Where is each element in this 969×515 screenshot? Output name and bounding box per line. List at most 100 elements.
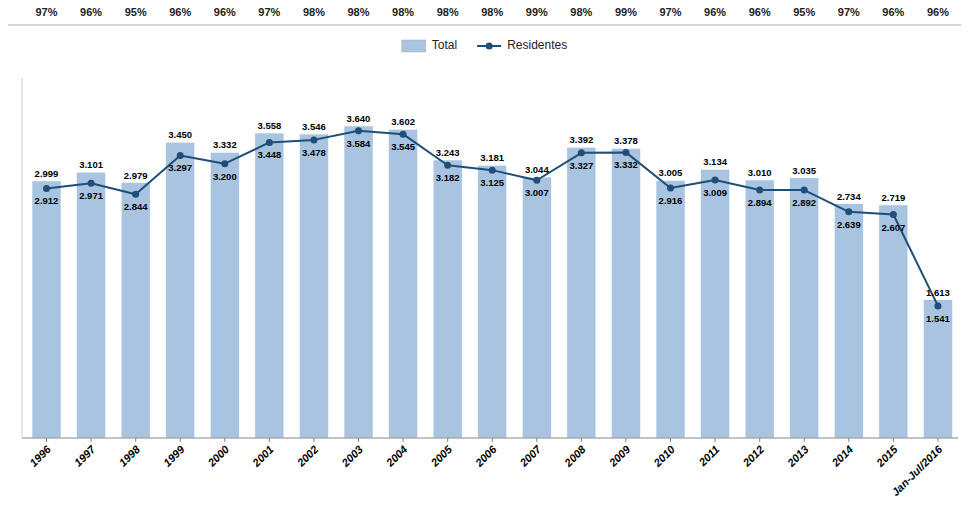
marker xyxy=(934,302,941,309)
marker xyxy=(266,139,273,146)
bar xyxy=(255,133,284,438)
x-tick xyxy=(313,438,314,442)
x-tick-label: 1997 xyxy=(72,442,98,468)
x-axis: 1996199719981999200020012002200320042005… xyxy=(27,438,945,498)
x-tick xyxy=(625,438,626,442)
bar xyxy=(923,300,952,438)
data-label: 3.200 xyxy=(213,171,237,182)
marker xyxy=(355,127,362,134)
x-tick-label: 2015 xyxy=(873,442,900,469)
data-label: 3.332 xyxy=(614,159,638,170)
data-label: 2.639 xyxy=(837,219,861,230)
annotation: 95% xyxy=(793,6,815,18)
data-label: 3.558 xyxy=(257,120,281,131)
data-label: 3.044 xyxy=(525,164,549,175)
x-tick-label: 2010 xyxy=(650,442,677,469)
annotation: 97% xyxy=(838,6,860,18)
annotation: 99% xyxy=(526,6,548,18)
x-tick-label: 2008 xyxy=(561,442,588,469)
x-tick xyxy=(91,438,92,442)
data-label: 3.005 xyxy=(659,167,683,178)
data-label: 3.035 xyxy=(792,165,816,176)
x-tick-label: 2001 xyxy=(249,443,276,470)
x-tick xyxy=(224,438,225,442)
bar xyxy=(32,181,61,438)
data-label: 3.297 xyxy=(168,162,192,173)
data-label: 3.602 xyxy=(391,116,415,127)
annotation: 97% xyxy=(35,6,57,18)
y-axis-line xyxy=(22,78,23,438)
x-tick-label: 2002 xyxy=(294,443,321,470)
data-label: 2.916 xyxy=(659,195,683,206)
legend-label: Total xyxy=(432,38,457,52)
data-label: 3.134 xyxy=(703,156,727,167)
x-tick xyxy=(670,438,671,442)
x-tick xyxy=(848,438,849,442)
data-label: 1.613 xyxy=(926,287,950,298)
bar xyxy=(567,147,596,438)
annotations: 97%96%95%96%96%97%98%98%98%98%98%99%98%9… xyxy=(35,6,949,18)
data-label: 3.378 xyxy=(614,135,638,146)
data-label: 3.584 xyxy=(347,138,371,149)
annotation: 97% xyxy=(659,6,681,18)
data-label: 2.719 xyxy=(881,192,905,203)
marker xyxy=(43,185,50,192)
bar xyxy=(433,160,462,438)
annotation: 98% xyxy=(392,6,414,18)
data-label: 2.734 xyxy=(837,191,861,202)
data-label: 3.478 xyxy=(302,147,326,158)
marker xyxy=(88,180,95,187)
x-tick-label: 2009 xyxy=(606,442,633,469)
marker xyxy=(578,149,585,156)
annotation: 96% xyxy=(704,6,726,18)
x-tick-label: Jan-Jul/2016 xyxy=(889,442,945,498)
data-label: 3.332 xyxy=(213,139,237,150)
x-tick xyxy=(759,438,760,442)
bar xyxy=(344,126,373,438)
data-label: 2.894 xyxy=(748,197,772,208)
x-tick-label: 1996 xyxy=(27,442,53,468)
bar xyxy=(77,172,106,438)
data-label: 3.392 xyxy=(569,134,593,145)
data-label: 3.181 xyxy=(480,152,504,163)
annotation: 96% xyxy=(80,6,102,18)
bar xyxy=(834,204,863,438)
marker xyxy=(890,211,897,218)
marker xyxy=(132,191,139,198)
annotation: 96% xyxy=(169,6,191,18)
separator xyxy=(8,25,961,26)
bar xyxy=(522,177,551,438)
x-tick-label: 2000 xyxy=(205,442,232,469)
marker xyxy=(622,149,629,156)
data-label: 1.541 xyxy=(926,313,950,324)
data-labels: 2.9993.1012.9793.4503.3323.5583.5463.640… xyxy=(35,113,951,324)
x-tick xyxy=(937,438,938,442)
annotation: 98% xyxy=(347,6,369,18)
x-tick xyxy=(46,438,47,442)
data-label: 2.607 xyxy=(881,222,905,233)
marker xyxy=(667,185,674,192)
data-label: 2.971 xyxy=(79,190,103,201)
data-label: 3.448 xyxy=(257,149,281,160)
bar xyxy=(389,129,418,438)
legend-item: Residentes xyxy=(477,38,567,52)
background xyxy=(0,0,969,515)
marker xyxy=(801,187,808,194)
data-label: 2.844 xyxy=(124,201,148,212)
x-axis-line xyxy=(22,438,958,439)
x-tick-label: 2014 xyxy=(829,443,856,470)
data-label: 3.101 xyxy=(79,159,103,170)
data-label: 3.450 xyxy=(168,129,192,140)
marker xyxy=(310,136,317,143)
x-tick xyxy=(804,438,805,442)
legend-item: Total xyxy=(402,38,457,52)
marker xyxy=(400,131,407,138)
x-tick-label: 2011 xyxy=(696,443,722,469)
annotation: 96% xyxy=(927,6,949,18)
data-label: 3.327 xyxy=(569,160,593,171)
bar xyxy=(611,148,640,438)
bar xyxy=(701,169,730,438)
bar xyxy=(478,165,507,438)
x-tick xyxy=(893,438,894,442)
annotation: 98% xyxy=(570,6,592,18)
